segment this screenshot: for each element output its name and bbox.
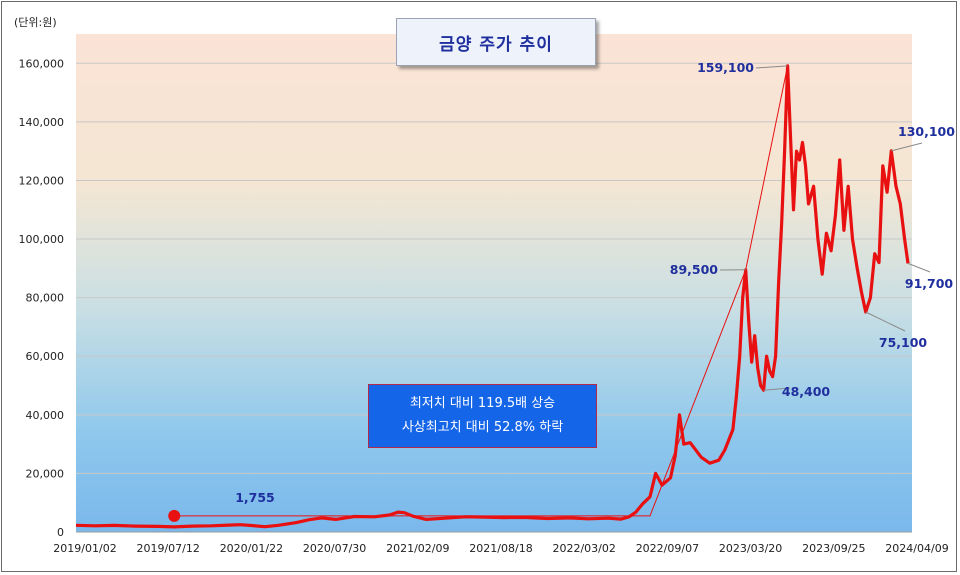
y-tick-label: 0 — [57, 526, 64, 539]
leader-line — [755, 65, 788, 69]
data-label: 48,400 — [782, 384, 831, 399]
x-axis: 2019/01/02 2019/07/12 2020/01/22 2020/07/30… — [53, 542, 948, 555]
chart-title: 금양 주가 추이 — [396, 18, 596, 66]
x-tick-label: 2021/02/09 — [386, 542, 449, 555]
x-tick-label: 2024/04/09 — [885, 542, 948, 555]
data-label: 75,100 — [879, 335, 928, 350]
leader-line — [763, 387, 791, 391]
x-tick-label: 2019/07/12 — [136, 542, 199, 555]
info-box: 최저치 대비 119.5배 상승 사상최고치 대비 52.8% 하락 — [368, 384, 597, 448]
y-tick-label: 60,000 — [26, 350, 65, 363]
y-tick-label: 160,000 — [19, 57, 65, 70]
price-series-line — [75, 64, 910, 529]
gridlines — [76, 62, 912, 474]
data-label: 1,755 — [235, 490, 275, 505]
min-marker — [168, 509, 181, 522]
x-tick-label: 2023/03/20 — [719, 542, 782, 555]
data-label: 91,700 — [905, 276, 954, 291]
y-tick-label: 140,000 — [19, 116, 65, 129]
data-label: 89,500 — [670, 262, 719, 277]
info-line-2: 사상최고치 대비 52.8% 하락 — [401, 420, 564, 435]
x-tick-label: 2020/07/30 — [303, 542, 366, 555]
plot-area — [76, 34, 912, 532]
x-tick-label: 2022/09/07 — [636, 542, 699, 555]
y-tick-label: 100,000 — [19, 233, 65, 246]
x-tick-label: 2021/08/18 — [469, 542, 532, 555]
y-tick-label: 40,000 — [26, 409, 65, 422]
y-tick-label: 80,000 — [26, 292, 65, 305]
data-label: 130,100 — [898, 124, 955, 139]
y-axis: 0 20,000 40,000 60,000 80,000 100,000 120,000 1… — [19, 57, 912, 539]
data-label: 159,100 — [697, 60, 754, 75]
annotations: 1,755 89,500 48,400 159,100 130,100 75,100 91,… — [235, 60, 955, 505]
y-tick-label: 20,000 — [26, 467, 65, 480]
unit-label: (단위:원) — [14, 16, 57, 29]
x-tick-label: 2022/03/02 — [552, 542, 615, 555]
x-tick-label: 2023/09/25 — [802, 542, 865, 555]
leader-line — [907, 262, 931, 273]
info-line-1: 최저치 대비 119.5배 상승 — [409, 396, 556, 411]
leader-line — [865, 311, 906, 332]
x-tick-label: 2019/01/02 — [53, 542, 116, 555]
y-tick-label: 120,000 — [19, 174, 65, 187]
x-tick-label: 2020/01/22 — [220, 542, 283, 555]
leader-line — [891, 142, 923, 152]
